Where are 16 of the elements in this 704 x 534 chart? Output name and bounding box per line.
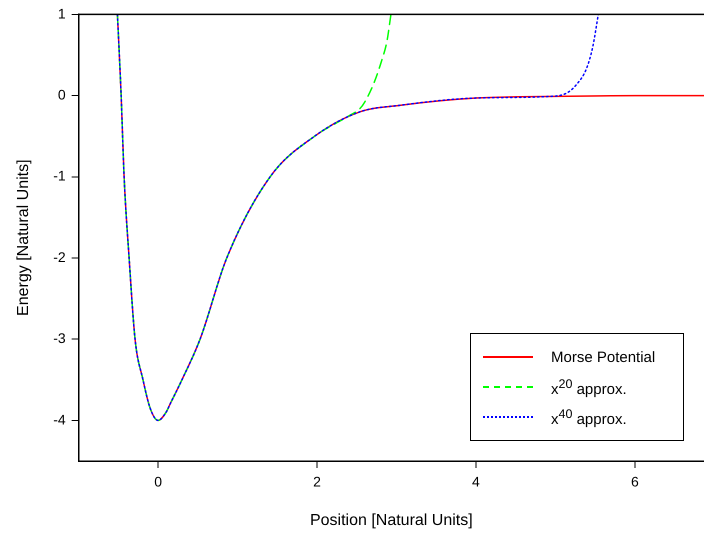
y-tick-label: 1 [58,5,66,22]
x-tick-label: 4 [472,473,480,490]
y-tick-label: 0 [58,86,66,102]
x-tick-label: 0 [154,473,162,490]
y-tick-label: -4 [53,411,66,428]
y-tick-label: -1 [53,168,66,184]
line-series [116,14,392,422]
y-tick-label: -3 [53,330,66,346]
legend-label: x$^{20}$ approx. [551,376,627,398]
x-tick-label: 2 [313,473,322,490]
legend-label: Morse Potential [551,348,656,366]
y-axis-title: Energy [Natural Units] [15,159,32,316]
x-tick-label: 6 [630,473,639,490]
x-axis-title: Position [Natural Units] [310,512,473,529]
y-tick-label: -2 [53,248,66,265]
legend-label: x$^{40}$ approx. [551,406,627,428]
